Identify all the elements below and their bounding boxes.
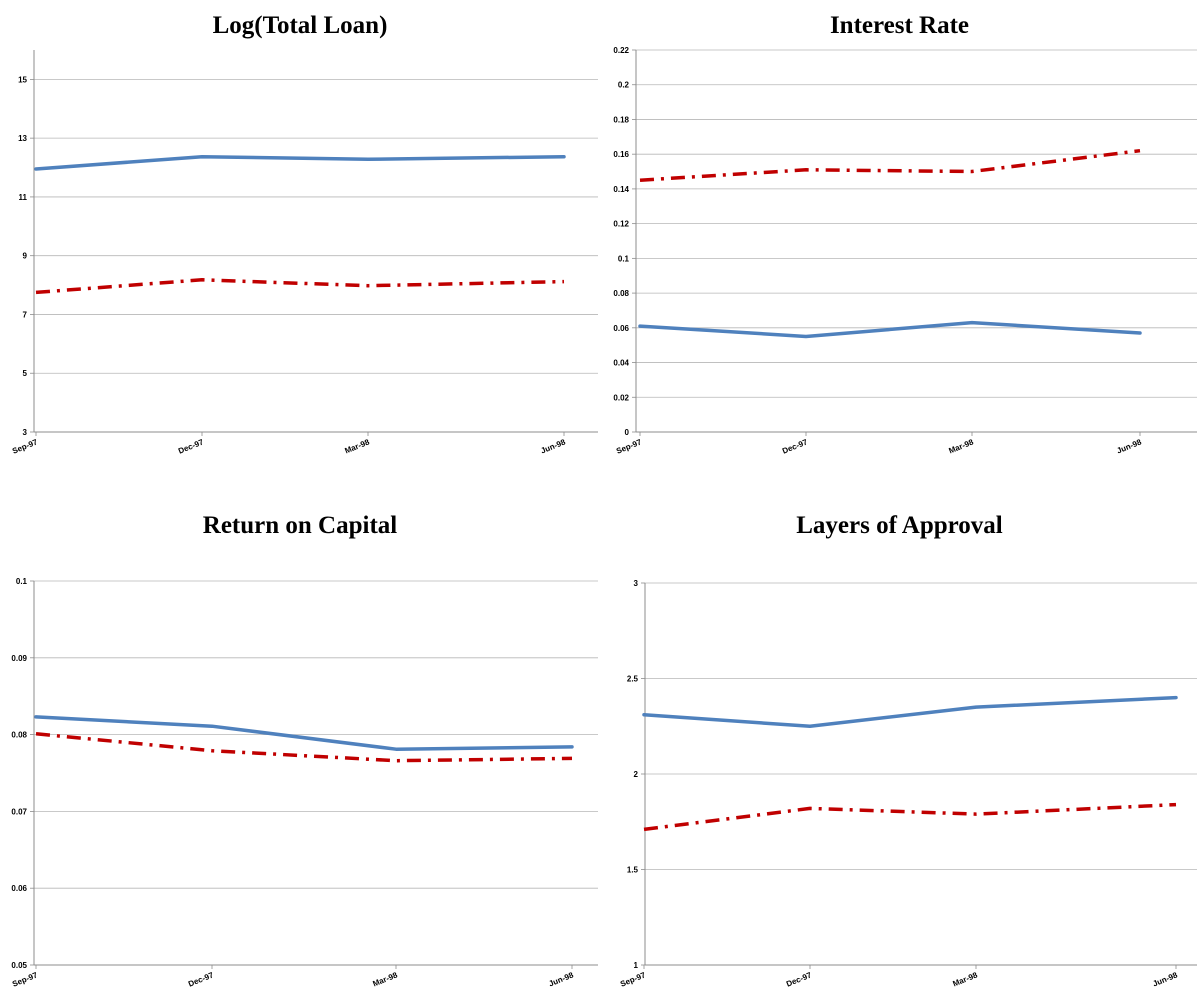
y-tick-label: 0.14 <box>613 185 629 194</box>
x-tick-label: Mar-98 <box>371 970 399 988</box>
chart-interest-rate: Interest Rate 0 0.02 0.04 0.06 0.08 0.1 0.12 0.… <box>600 0 1199 470</box>
y-tick-label: 0.08 <box>11 731 27 740</box>
y-tick-label: 0.02 <box>613 393 629 402</box>
x-tick-label: Sep-97 <box>11 970 39 988</box>
y-tick-label: 0.1 <box>618 254 630 263</box>
y-tick-label: 0.12 <box>613 220 629 229</box>
chart-title: Layers of Approval <box>796 512 1003 539</box>
x-tick-label: Jun-98 <box>539 437 567 455</box>
y-tick-label: 1.5 <box>627 866 639 875</box>
y-tick-label: 13 <box>18 134 27 143</box>
series-line-2 <box>639 148 1141 182</box>
chart-log-total-loan: Log(Total Loan) 3 5 7 9 11 13 15 Sep-97 Dec-97 Ma… <box>0 0 600 470</box>
chart-layers-of-approval: Layers of Approval 1 1.5 2 2.5 3 Sep-97 Dec-97… <box>600 500 1199 998</box>
x-tick-label: Sep-97 <box>11 437 39 455</box>
chart-title: Interest Rate <box>829 12 970 39</box>
chart-title: Return on Capital <box>202 512 398 539</box>
y-tick-label: 0.22 <box>613 46 629 55</box>
y-tick-label: 0.09 <box>11 654 27 663</box>
x-tick-label: Mar-98 <box>947 437 975 455</box>
y-tick-label: 3 <box>634 579 639 588</box>
y-tick-label: 2 <box>634 770 639 779</box>
series-line-1 <box>642 695 1178 729</box>
y-tick-label: 7 <box>23 310 28 319</box>
y-tick-label: 0.05 <box>11 961 27 970</box>
y-tick-label: 0.16 <box>613 150 629 159</box>
x-tick-label: Jun-98 <box>1115 437 1143 455</box>
y-tick-label: 0.04 <box>613 359 629 368</box>
x-tick-label: Sep-97 <box>619 970 647 988</box>
y-tick-label: 0.2 <box>618 81 630 90</box>
y-tick-label: 0.08 <box>613 289 629 298</box>
y-tick-label: 1 <box>634 961 639 970</box>
y-tick-label: 9 <box>23 252 28 261</box>
y-tick-label: 5 <box>23 369 28 378</box>
chart-log-total-loan-svg: 3 5 7 9 11 13 15 Sep-97 Dec-97 Mar-98 Jun-98 <box>11 50 598 456</box>
y-tick-label: 3 <box>23 428 28 437</box>
x-tick-label: Jun-98 <box>1151 970 1179 988</box>
chart-layers-of-approval-svg: 1 1.5 2 2.5 3 Sep-97 Dec-97 Mar-98 Jun-98 <box>619 579 1197 989</box>
x-tick-label: Mar-98 <box>951 970 979 988</box>
y-tick-label: 15 <box>18 75 27 84</box>
x-tick-label: Dec-97 <box>187 970 215 988</box>
chart-return-on-capital: Return on Capital 0.05 0.06 0.07 0.08 0.09 0.… <box>0 500 600 998</box>
x-tick-label: Dec-97 <box>785 970 813 988</box>
y-tick-label: 0.06 <box>613 324 629 333</box>
series-line-1 <box>34 154 566 171</box>
chart-return-on-capital-svg: 0.05 0.06 0.07 0.08 0.09 0.1 Sep-97 Dec-97 Mar-9… <box>11 577 598 989</box>
series-line-1 <box>34 715 574 751</box>
y-tick-label: 0 <box>625 428 630 437</box>
chart-title: Log(Total Loan) <box>212 12 388 39</box>
x-tick-label: Dec-97 <box>177 437 205 455</box>
series-line-2 <box>35 278 565 295</box>
y-tick-label: 0.06 <box>11 884 27 893</box>
y-tick-label: 2.5 <box>627 675 639 684</box>
x-tick-label: Jun-98 <box>547 970 575 988</box>
y-tick-label: 0.18 <box>613 115 629 124</box>
x-tick-label: Mar-98 <box>343 437 371 455</box>
series-line-1 <box>638 320 1142 339</box>
y-tick-label: 0.1 <box>16 577 28 586</box>
chart-interest-rate-svg: 0 0.02 0.04 0.06 0.08 0.1 0.12 0.14 0.16 0.18 0.2 0… <box>613 46 1197 456</box>
y-tick-label: 11 <box>19 193 28 202</box>
y-tick-label: 0.07 <box>11 807 27 816</box>
series-line-2 <box>643 802 1177 832</box>
x-tick-label: Dec-97 <box>781 437 809 455</box>
x-tick-label: Sep-97 <box>615 437 643 455</box>
